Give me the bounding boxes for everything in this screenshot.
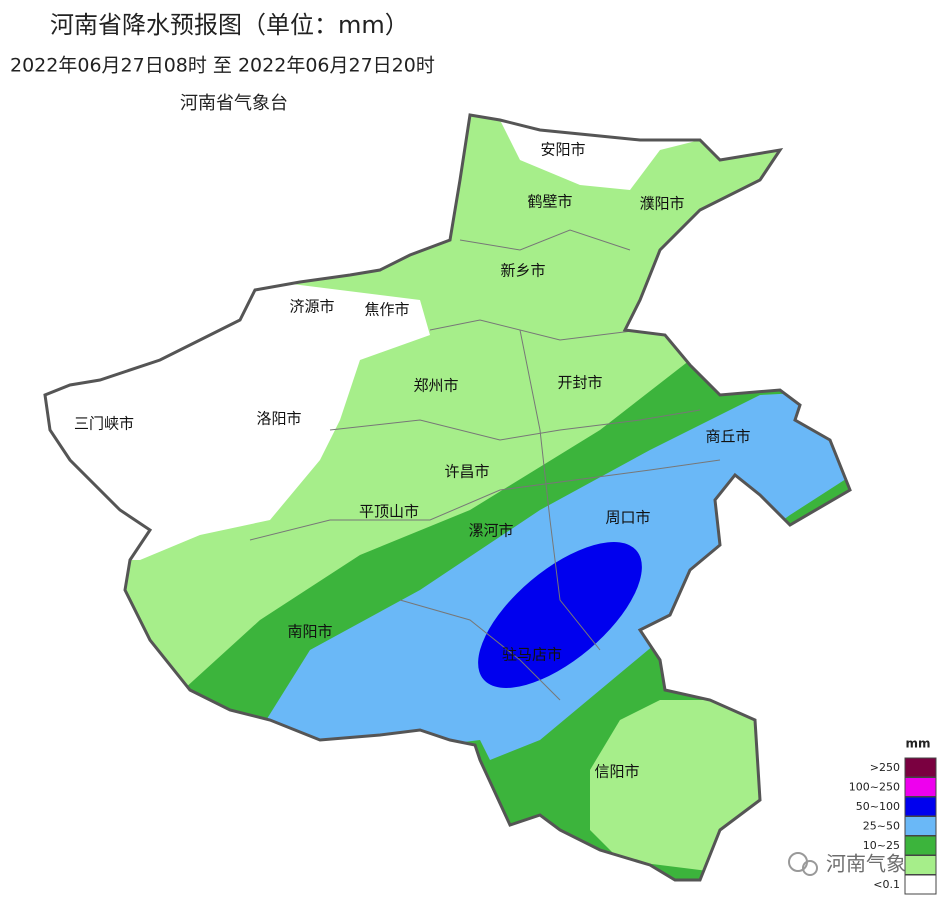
- legend-label: 25~50: [863, 820, 900, 833]
- city-label: 焦作市: [364, 301, 409, 319]
- legend-swatch: [904, 757, 937, 778]
- city-label: 信阳市: [594, 763, 639, 781]
- legend-label: <0.1: [873, 878, 900, 891]
- forecast-period: 2022年06月27日08时 至 2022年06月27日20时: [10, 55, 435, 77]
- city-label: 濮阳市: [639, 195, 684, 213]
- city-label: 周口市: [605, 509, 650, 527]
- city-label: 漯河市: [468, 522, 513, 540]
- legend-label: >250: [870, 761, 900, 774]
- legend-swatch: [904, 874, 937, 895]
- legend-swatch: [904, 777, 937, 797]
- legend-swatch: [904, 855, 937, 875]
- city-label: 商丘市: [705, 428, 750, 446]
- legend-label: 10~25: [863, 839, 900, 852]
- city-label: 济源市: [289, 298, 334, 316]
- legend-label: 100~250: [849, 781, 900, 794]
- watermark: 河南气象: [788, 852, 906, 876]
- city-label: 安阳市: [540, 141, 585, 159]
- city-label: 许昌市: [444, 463, 489, 481]
- city-label: 新乡市: [500, 262, 545, 280]
- legend-label: 50~100: [856, 800, 900, 813]
- city-label: 鹤壁市: [527, 193, 572, 211]
- city-label: 南阳市: [287, 623, 332, 641]
- watermark-icon: [788, 852, 808, 872]
- watermark-icon: [802, 860, 818, 876]
- watermark-text: 河南气象: [826, 852, 906, 876]
- city-label: 驻马店市: [502, 646, 562, 664]
- city-label: 洛阳市: [256, 410, 301, 428]
- city-label: 平顶山市: [359, 503, 419, 521]
- issuer: 河南省气象台: [180, 93, 288, 114]
- city-label: 三门峡市: [74, 415, 134, 433]
- city-label: 开封市: [557, 374, 602, 392]
- legend: mm >250 100~250 50~100 25~50 10~25 <0.1: [849, 737, 937, 895]
- city-label: 郑州市: [413, 377, 458, 395]
- map-title: 河南省降水预报图（单位：mm）: [50, 11, 409, 39]
- city-labels: 安阳市 鹤壁市 濮阳市 新乡市 济源市 焦作市 郑州市 开封市 三门峡市 洛阳市…: [74, 141, 751, 781]
- legend-swatch: [904, 796, 937, 817]
- legend-title: mm: [905, 737, 930, 751]
- legend-swatch: [904, 816, 937, 836]
- legend-swatch: [904, 835, 937, 856]
